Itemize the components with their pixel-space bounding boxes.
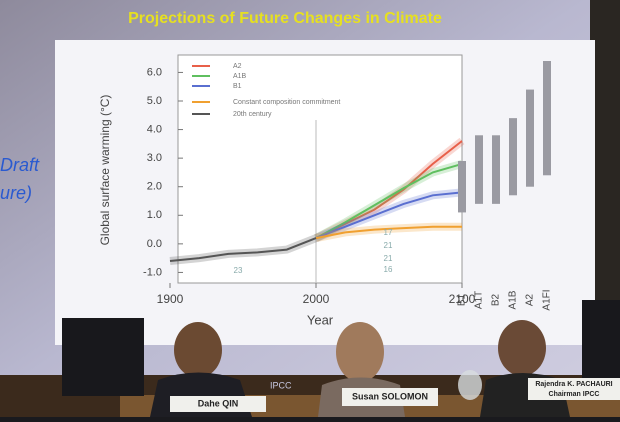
series-line [169, 237, 317, 262]
water-carafe [458, 370, 482, 400]
y-tick-label: 6.0 [147, 66, 162, 78]
range-bar [492, 135, 500, 204]
footer-text: IPCC [270, 380, 292, 390]
series-line [315, 225, 462, 240]
model-count: 21 [384, 241, 393, 250]
y-tick-label: 5.0 [147, 95, 162, 107]
range-bar [526, 89, 534, 187]
y-tick-label: 2.0 [147, 181, 162, 193]
range-label: B2 [491, 293, 502, 306]
x-axis-label: Year [307, 312, 334, 327]
nameplate [342, 388, 438, 406]
nameplate-name: Rajendra K. PACHAURI [535, 381, 612, 388]
x-tick-label: 2000 [303, 292, 330, 306]
range-bar [509, 118, 517, 196]
nameplate-name: Susan SOLOMON [352, 391, 428, 401]
legend-label: Constant composition commitment [233, 99, 340, 106]
nameplate [170, 396, 266, 412]
side-text: ure) [0, 183, 32, 203]
series-line [315, 191, 463, 240]
plot-frame [177, 54, 463, 284]
monitor [582, 300, 620, 380]
series-line [315, 162, 463, 239]
y-tick-label: 3.0 [147, 152, 162, 164]
model-count: 21 [384, 254, 393, 263]
y-tick-label: 0.0 [147, 238, 162, 250]
legend-label: A2 [233, 63, 242, 70]
side-text: Draft [0, 155, 40, 175]
model-count: 17 [384, 228, 393, 237]
monitor [62, 318, 144, 396]
legend-label: A1B [233, 73, 247, 80]
range-bar [543, 61, 551, 176]
chart: -1.0 0.0 1.0 2.0 3.0 4.0 5.0 6.0 1900 2000 2100 A2 A… [143, 61, 553, 311]
person-head [336, 322, 384, 382]
model-count: 23 [234, 266, 243, 275]
legend-label: 20th century [233, 111, 272, 118]
y-tick-label: -1.0 [143, 266, 162, 278]
nameplate [528, 378, 620, 400]
x-tick-label: 1900 [157, 292, 184, 306]
range-bar [475, 135, 483, 204]
y-axis-label: Global surface warming (°C) [98, 95, 112, 246]
range-label: A2 [525, 293, 536, 306]
y-tick-label: 4.0 [147, 123, 162, 135]
y-tick-label: 1.0 [147, 209, 162, 221]
x-tick-label: 2100 [449, 292, 476, 306]
range-label: B1 [457, 293, 468, 306]
model-count: 16 [384, 265, 393, 274]
range-bar [458, 161, 466, 213]
person-head [498, 320, 546, 376]
range-label: A1T [474, 291, 485, 309]
slide-title: Projections of Future Changes in Climate [128, 10, 442, 27]
legend-label: B1 [233, 83, 242, 90]
series-line [315, 140, 463, 239]
range-label: A1B [508, 290, 519, 309]
person-head [174, 322, 222, 378]
range-label: A1FI [542, 289, 553, 310]
nameplate-role: Chairman IPCC [549, 391, 600, 398]
nameplate-name: Dahe QIN [198, 398, 239, 408]
